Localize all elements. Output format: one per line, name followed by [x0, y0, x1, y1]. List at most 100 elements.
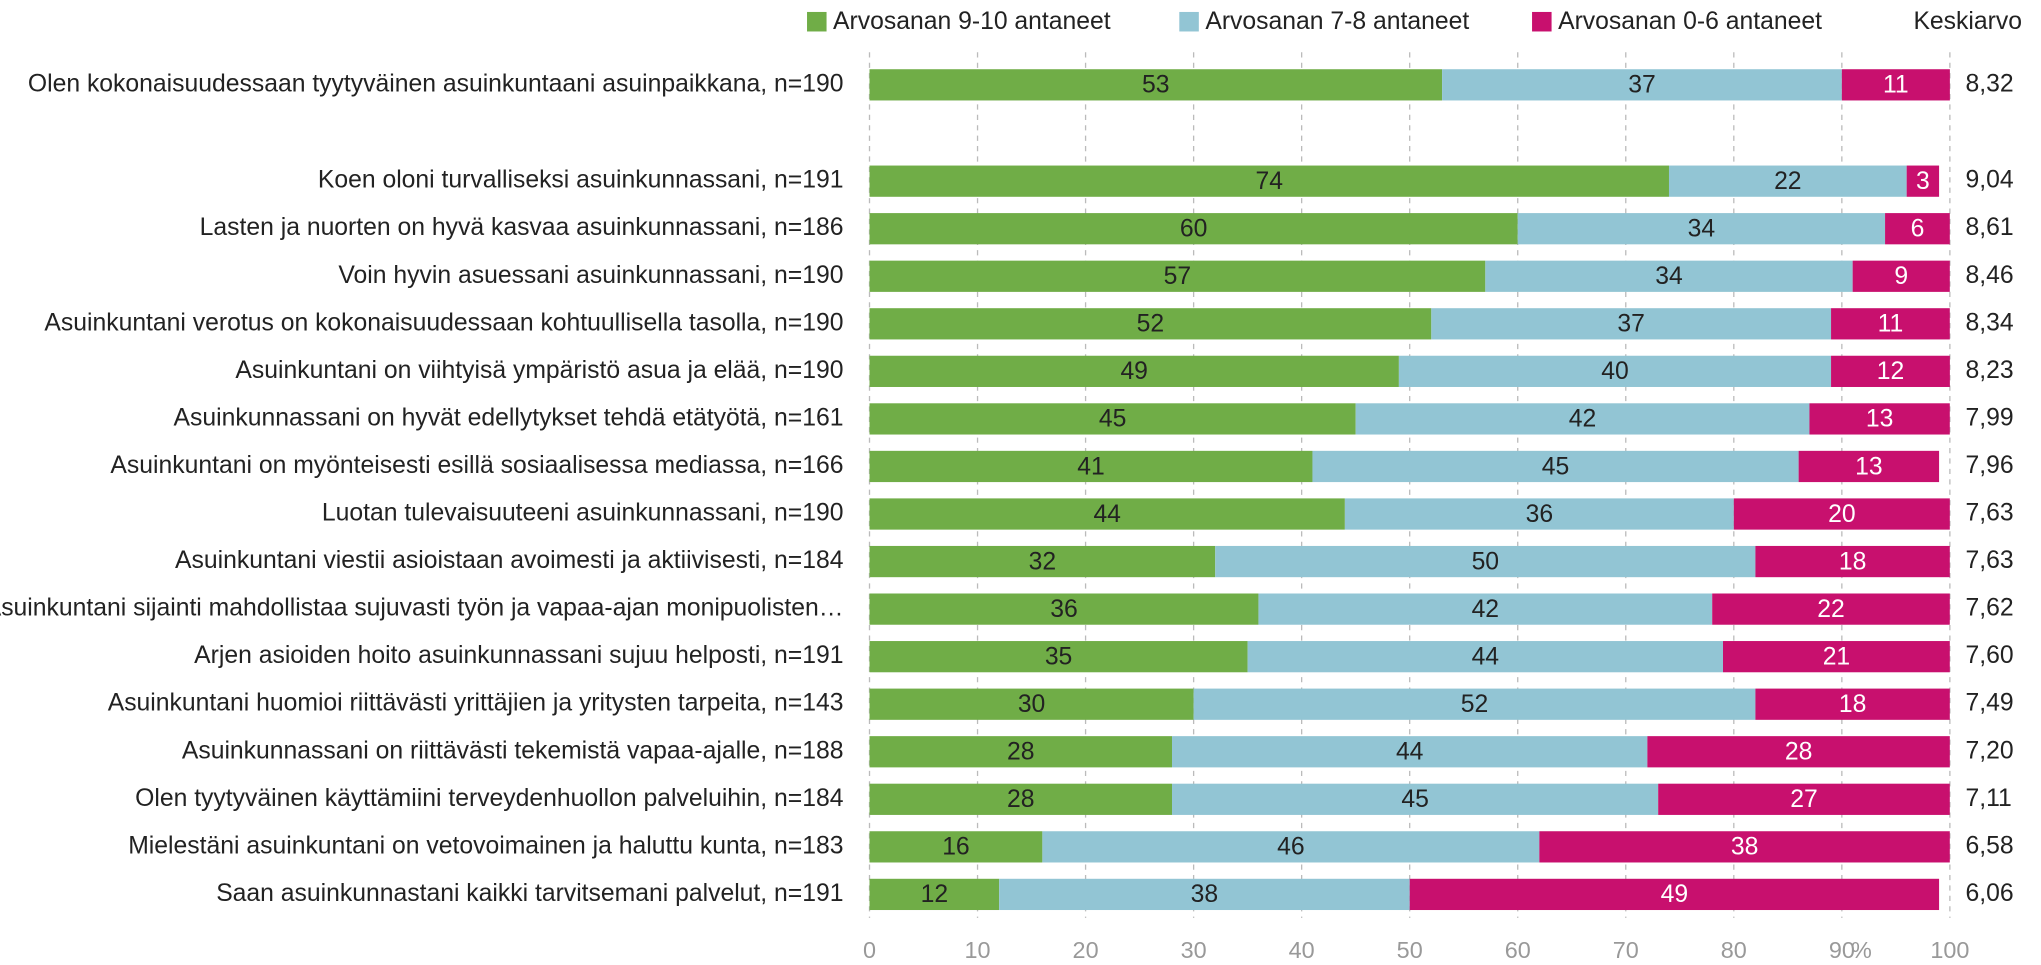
x-tick-label: 40	[1289, 937, 1315, 963]
mean-label: 6,58	[1966, 832, 2014, 859]
category-label: Asuinkunnassani on riittävästi tekemistä…	[182, 737, 844, 764]
bar-segment	[1798, 450, 1940, 483]
value-label: 45	[1099, 406, 1127, 433]
x-tick-label: 50	[1397, 937, 1423, 963]
bar-segment	[869, 783, 1173, 815]
category-label: Saan asuinkunnastani kaikki tarvitsemani…	[216, 880, 843, 907]
bar-segment	[869, 545, 1216, 578]
x-tick-label: 90	[1829, 937, 1855, 963]
bar-segment	[869, 213, 1518, 245]
bar-segment	[1517, 213, 1886, 245]
bar-segment	[1658, 783, 1950, 815]
mean-label: 8,34	[1966, 309, 2014, 336]
bar-segment	[869, 498, 1345, 530]
bar-segment	[1258, 593, 1713, 625]
bar-segment	[1247, 641, 1724, 673]
value-label: 41	[1077, 453, 1105, 480]
bar-segment	[1668, 165, 1907, 197]
mean-label: 8,23	[1966, 357, 2014, 384]
bar-segment	[869, 878, 1000, 911]
value-label: 13	[1866, 406, 1894, 433]
mean-label: 7,99	[1966, 404, 2014, 431]
bar-segment	[1755, 545, 1950, 578]
value-label: 53	[1142, 72, 1170, 99]
value-label: 44	[1396, 739, 1424, 766]
mean-label: 7,63	[1966, 547, 2014, 574]
value-label: 49	[1661, 881, 1689, 908]
value-label: 37	[1617, 311, 1645, 338]
mean-label: 6,06	[1966, 880, 2014, 907]
bar-segment	[1539, 831, 1950, 863]
category-label: Asuinkunnassani on hyvät edellytykset te…	[174, 404, 844, 431]
value-label: 42	[1472, 596, 1500, 623]
mean-label: 8,46	[1966, 262, 2014, 289]
bar-segment	[869, 450, 1313, 483]
bar-segment	[1906, 165, 1940, 197]
value-label: 16	[942, 834, 970, 861]
mean-label: 7,63	[1966, 500, 2014, 527]
category-label: Asuinkuntani on myönteisesti esillä sosi…	[110, 452, 843, 479]
bar-segment	[869, 593, 1259, 625]
value-label: 38	[1731, 834, 1759, 861]
x-tick-label: 20	[1073, 937, 1099, 963]
value-label: 45	[1401, 786, 1429, 813]
value-label: 34	[1655, 263, 1683, 290]
value-label: 37	[1628, 72, 1656, 99]
mean-label: 7,60	[1966, 642, 2014, 669]
value-label: 34	[1688, 216, 1716, 243]
bar-segment	[999, 878, 1410, 911]
bar-segment	[1723, 641, 1950, 673]
bar-segment	[869, 308, 1432, 340]
bar-segment	[869, 355, 1399, 387]
bar-segment	[869, 641, 1248, 673]
bar-segment	[869, 403, 1356, 435]
bar-segment	[1312, 450, 1799, 483]
value-label: 13	[1855, 453, 1883, 480]
legend-label: Arvosanan 7-8 antaneet	[1205, 8, 1469, 35]
category-label: Koen oloni turvalliseksi asuinkunnassani…	[318, 167, 844, 194]
mean-label: 7,96	[1966, 452, 2014, 479]
bar-segment	[1172, 736, 1648, 768]
mean-label: 7,62	[1966, 595, 2014, 622]
value-label: 50	[1472, 548, 1500, 575]
bar-segment	[1193, 688, 1756, 720]
value-label: 36	[1050, 596, 1078, 623]
value-label: 11	[1878, 311, 1904, 338]
value-label: 52	[1137, 311, 1165, 338]
value-label: 11	[1883, 72, 1909, 99]
mean-header: Keskiarvo	[1913, 8, 2022, 35]
category-label: Luotan tulevaisuuteeni asuinkunnassani, …	[322, 500, 844, 527]
bar-segment	[1215, 545, 1756, 578]
category-label: Asuinkuntani verotus on kokonaisuudessaa…	[44, 309, 843, 336]
bars	[869, 69, 1950, 911]
bar-segment	[1755, 688, 1950, 720]
bar-segment	[1485, 260, 1853, 292]
value-label: 12	[1877, 358, 1905, 385]
bar-segment	[1344, 498, 1734, 530]
value-label: 40	[1601, 358, 1629, 385]
value-label: 46	[1277, 834, 1305, 861]
bar-segment	[869, 165, 1669, 197]
bar-segment	[1852, 260, 1950, 292]
value-label: 45	[1542, 453, 1570, 480]
value-label: 60	[1180, 216, 1208, 243]
value-label: 18	[1839, 548, 1867, 575]
bar-segment	[869, 736, 1173, 768]
mean-label: 7,11	[1966, 785, 2012, 812]
bar-segment	[1712, 593, 1950, 625]
category-label: Asuinkuntani huomioi riittävästi yrittäj…	[108, 690, 844, 717]
value-label: 22	[1774, 168, 1802, 195]
category-label: Asuinkuntani viestii asioistaan avoimest…	[175, 547, 844, 574]
legend-swatch	[1532, 11, 1552, 32]
value-label: 28	[1007, 739, 1035, 766]
category-label: Olen tyytyväinen käyttämiini terveydenhu…	[135, 785, 844, 812]
x-tick-label: 10	[965, 937, 991, 963]
legend-label: Arvosanan 9-10 antaneet	[833, 8, 1111, 35]
category-label: Lasten ja nuorten on hyvä kasvaa asuinku…	[200, 214, 844, 241]
bar-segment	[1885, 213, 1950, 245]
value-label: 36	[1526, 501, 1554, 528]
mean-label: 8,61	[1966, 214, 2014, 241]
bar-segment	[869, 831, 1043, 863]
value-label: 49	[1120, 358, 1148, 385]
value-label: 3	[1916, 168, 1930, 195]
